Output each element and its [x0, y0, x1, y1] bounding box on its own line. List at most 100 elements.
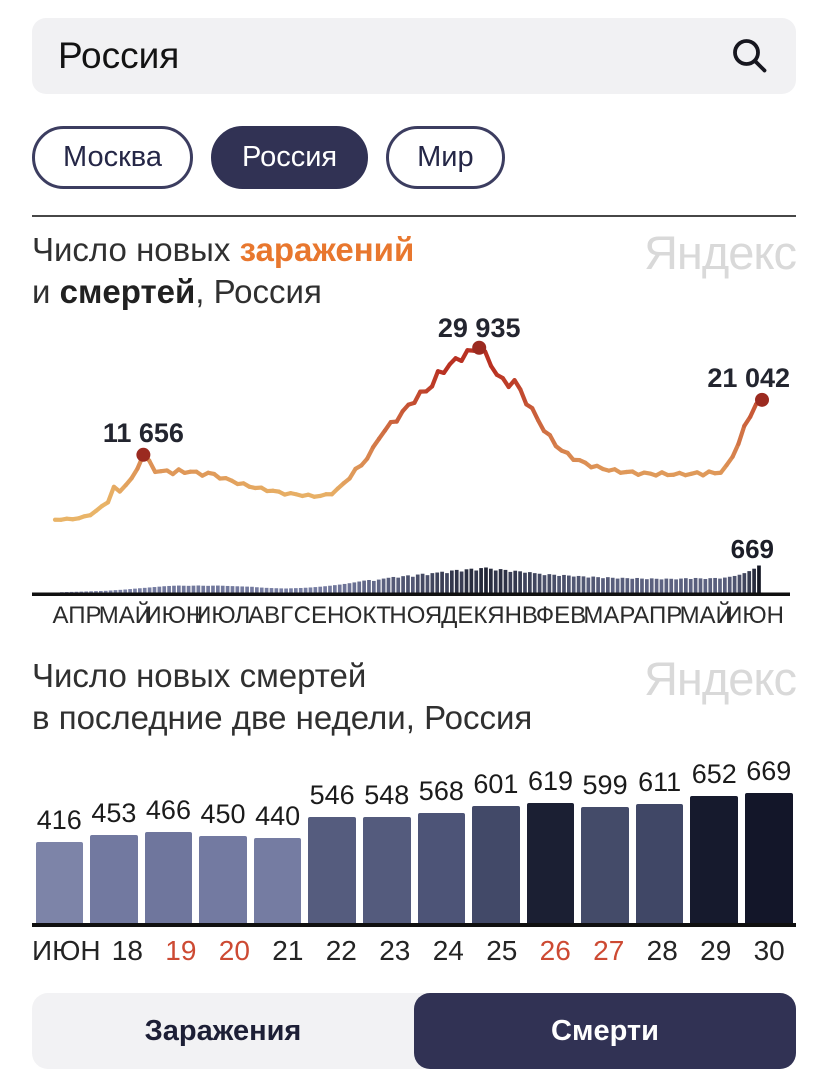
bar-value-label: 619	[528, 766, 573, 797]
deaths-bar	[199, 836, 247, 923]
bar-column: 601	[469, 769, 524, 923]
peak-label: 29 935	[438, 313, 521, 343]
bar-value-label: 601	[473, 769, 518, 800]
toggle-deaths[interactable]: Смерти	[414, 993, 796, 1069]
bar-value-label: 453	[91, 798, 136, 829]
timeline-axis-line	[32, 593, 790, 597]
month-label: ОКТ	[344, 602, 392, 629]
bar-value-label: 652	[692, 759, 737, 790]
month-label: НОЯ	[389, 602, 442, 629]
deaths-bar	[636, 804, 684, 923]
month-label: ЯНВ	[487, 602, 538, 629]
x-tick-label: 19	[154, 927, 207, 967]
deaths-bar	[308, 817, 356, 923]
x-tick-label: 21	[261, 927, 314, 967]
bar-value-label: 599	[583, 770, 628, 801]
bars-row: 416 453 466 450 440 546 548 568 601 619 599 611 652 6…	[32, 755, 796, 923]
deaths-bar	[418, 813, 466, 923]
bar-column: 450	[196, 799, 251, 923]
chart2-title-block: Яндекс Число новых смертей в последние д…	[32, 655, 796, 741]
bar-column: 453	[87, 798, 142, 923]
month-label: ИЮН	[725, 602, 784, 629]
month-label: СЕН	[294, 602, 345, 629]
bar-column: 611	[632, 767, 687, 923]
bar-column: 568	[414, 776, 469, 923]
deaths-bar	[527, 803, 575, 923]
x-tick-label: 18	[101, 927, 154, 967]
search-input[interactable]: Россия	[58, 35, 179, 77]
bar-value-label: 611	[638, 767, 681, 798]
x-tick-label: 29	[689, 927, 742, 967]
month-label: ДЕК	[441, 602, 487, 629]
month-label: ФЕВ	[536, 602, 586, 629]
bar-column: 546	[305, 780, 360, 923]
month-label: ИЮЛ	[194, 602, 250, 629]
chart1-title-block: Яндекс Число новых заражений и смертей, …	[32, 229, 796, 315]
bar-column: 466	[141, 795, 196, 923]
yandex-watermark: Яндекс	[644, 225, 796, 280]
x-tick-label: 27	[582, 927, 635, 967]
deaths-bar	[581, 807, 629, 923]
bar-column: 669	[742, 756, 797, 923]
mini-bar-peak-label: 669	[731, 534, 774, 564]
bar-value-label: 440	[255, 801, 300, 832]
metric-toggle: Заражения Смерти	[32, 993, 796, 1069]
x-tick-label: 25	[475, 927, 528, 967]
bar-column: 548	[359, 780, 414, 924]
month-label: МАР	[583, 602, 635, 629]
deaths-bar	[254, 838, 302, 924]
deaths-two-weeks-chart: 416 453 466 450 440 546 548 568 601 619 599 611 652 6…	[32, 755, 796, 967]
bar-column: 440	[250, 801, 305, 924]
bar-column: 652	[687, 759, 742, 923]
search-icon[interactable]	[730, 36, 770, 76]
x-tick-label: 26	[529, 927, 582, 967]
x-tick-label: 30	[742, 927, 795, 967]
peak-label: 21 042	[707, 363, 790, 393]
month-label: АВГ	[248, 602, 293, 629]
bar-value-label: 548	[364, 780, 409, 811]
deaths-bar	[363, 817, 411, 924]
title-infections-word: заражений	[240, 231, 415, 268]
bar-column: 619	[523, 766, 578, 923]
peak-dot	[755, 393, 769, 407]
month-label: АПР	[633, 602, 682, 629]
deaths-bar	[36, 842, 84, 923]
x-tick-label: 28	[635, 927, 688, 967]
yandex-watermark: Яндекс	[644, 651, 796, 706]
section-divider	[32, 215, 796, 217]
title-deaths-word: смертей	[60, 273, 196, 310]
x-tick-label: 20	[208, 927, 261, 967]
bar-column: 416	[32, 805, 87, 923]
peak-dot	[472, 341, 486, 355]
region-chips: Москва Россия Мир	[32, 126, 796, 189]
chip-mir[interactable]: Мир	[386, 126, 505, 189]
chip-moskva[interactable]: Москва	[32, 126, 193, 189]
x-tick-label: 23	[368, 927, 421, 967]
title-text: , Россия	[195, 273, 322, 310]
bar-value-label: 416	[37, 805, 82, 836]
x-tick-label: 22	[315, 927, 368, 967]
bar-value-label: 568	[419, 776, 464, 807]
deaths-mini-bars	[60, 566, 761, 593]
deaths-bar	[472, 806, 520, 923]
title-text: Число новых	[32, 231, 240, 268]
x-tick-label: 24	[422, 927, 475, 967]
search-bar[interactable]: Россия	[32, 18, 796, 94]
chip-rossiya[interactable]: Россия	[211, 126, 368, 189]
x-tick-label: ИЮН	[32, 927, 101, 967]
bar-value-label: 466	[146, 795, 191, 826]
bar-column: 599	[578, 770, 633, 923]
deaths-bar	[690, 796, 738, 923]
peak-label: 11 656	[103, 418, 184, 448]
bar-value-label: 669	[746, 756, 791, 787]
deaths-bar	[745, 793, 793, 923]
toggle-infections[interactable]: Заражения	[32, 993, 414, 1069]
deaths-bar	[145, 832, 193, 923]
title-text: и	[32, 273, 60, 310]
bar-value-label: 546	[310, 780, 355, 811]
month-label: АПР	[53, 602, 102, 629]
bar-value-label: 450	[200, 799, 245, 830]
